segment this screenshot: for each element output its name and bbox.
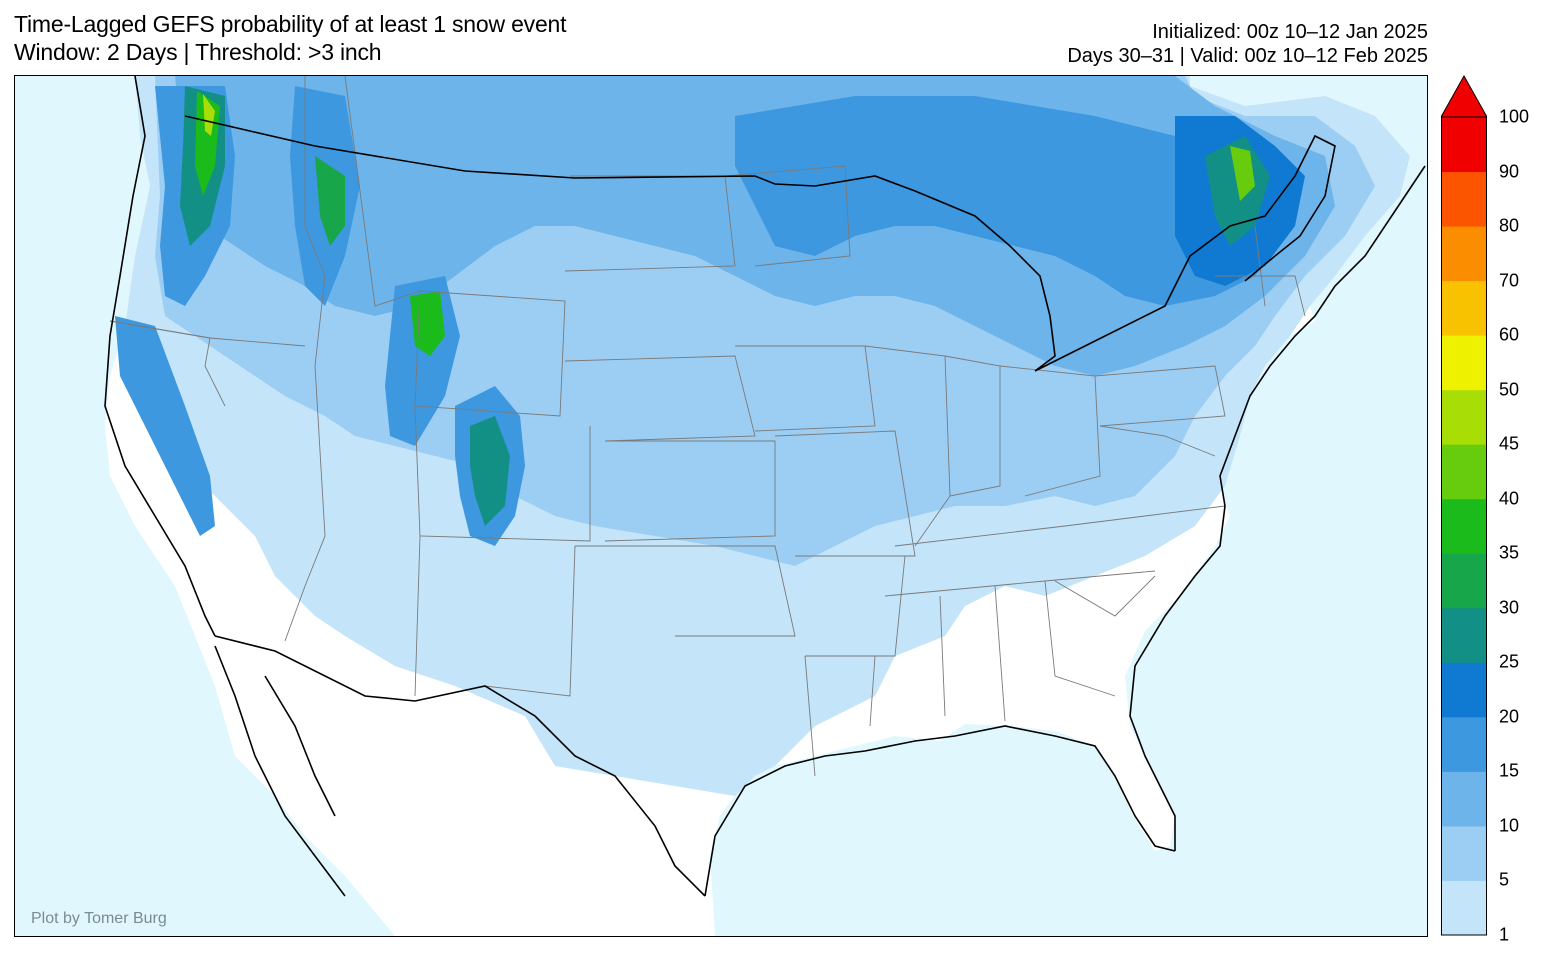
- colorbar-tick-label: 50: [1499, 379, 1520, 400]
- boundary-pennsylvania: [1094, 365, 1226, 427]
- title-block: Time-Lagged GEFS probability of at least…: [14, 10, 567, 66]
- boundary-wyoming: [414, 290, 566, 417]
- shade-15pct-sierra: [115, 316, 215, 536]
- colorbar-segment: [1441, 117, 1487, 173]
- title-line-2: Window: 2 Days | Threshold: >3 inch: [14, 39, 382, 65]
- colorbar-segment: [1441, 498, 1487, 554]
- us-canada-border: [184, 115, 1336, 372]
- shade-15pct: [735, 96, 1285, 306]
- colorbar-tick-label: 30: [1499, 597, 1520, 618]
- coastline-baja: [214, 645, 346, 897]
- colorbar-tick-label: 40: [1499, 488, 1520, 509]
- probability-shading: [115, 76, 1410, 796]
- boundary-georgia: [1044, 580, 1116, 697]
- boundary-texas-louisiana: [804, 655, 876, 777]
- boundary-newmexico: [484, 545, 576, 697]
- colorbar-segment: [1441, 662, 1487, 718]
- colorbar-extend-arrow: [1440, 74, 1488, 118]
- colorbar-tick-label: 10: [1499, 815, 1520, 836]
- state-boundaries: [109, 76, 1306, 777]
- shade-30pct-idaho: [315, 156, 345, 246]
- colorbar-segment: [1441, 771, 1487, 827]
- boundary-arizona-newmexico: [414, 535, 421, 697]
- colorbar-tick-label: 35: [1499, 542, 1520, 563]
- coastline-west: [104, 76, 216, 637]
- boundary-newengland: [1215, 225, 1306, 317]
- boundary-oregon-california: [109, 320, 226, 407]
- boundary-indiana: [944, 355, 1001, 497]
- title-line-1: Time-Lagged GEFS probability of at least…: [14, 11, 567, 37]
- run-info: Initialized: 00z 10–12 Jan 2025 Days 30–…: [1067, 20, 1428, 68]
- map-panel: Plot by Tomer Burg: [14, 75, 1428, 937]
- colorbar-segment: [1441, 825, 1487, 881]
- initialized-text: Initialized: 00z 10–12 Jan 2025: [1152, 21, 1428, 43]
- colorbar-segment: [1441, 553, 1487, 609]
- colorbar-tick-label: 70: [1499, 270, 1520, 291]
- colorbar-svg: [1440, 74, 1488, 936]
- us-mexico-border: [214, 635, 706, 897]
- boundary-ohio: [999, 365, 1101, 497]
- colorbar-segment: [1441, 280, 1487, 336]
- colorbar-segment: [1441, 389, 1487, 445]
- boundary-arkansas: [795, 555, 906, 657]
- shade-35pct-maine: [1230, 146, 1255, 201]
- valid-text: Days 30–31 | Valid: 00z 10–12 Feb 2025: [1067, 45, 1428, 67]
- boundary-illinois: [864, 345, 951, 547]
- shade-35pct-wyoming: [410, 291, 445, 356]
- colorbar-segment: [1441, 226, 1487, 282]
- colorbar-tick-label: 15: [1499, 760, 1520, 781]
- boundary-kentucky-tennessee: [894, 505, 1226, 547]
- coastline-east: [1129, 165, 1426, 851]
- colorbar-segment: [1441, 607, 1487, 663]
- boundary-idaho-west: [304, 76, 326, 367]
- boundary-nevada-utah: [284, 365, 326, 642]
- boundary-mississippi-alabama: [939, 585, 1006, 722]
- plot-credit: Plot by Tomer Burg: [31, 910, 167, 927]
- colorbar-tick-label: 20: [1499, 706, 1520, 727]
- boundary-nebraska: [564, 355, 756, 442]
- boundary-carolinas: [1054, 575, 1156, 617]
- shade-25pct-rockies: [470, 416, 510, 526]
- boundary-utah-colorado: [414, 405, 591, 542]
- colorbar-tick-label: 5: [1499, 869, 1510, 890]
- boundary-iowa: [735, 345, 876, 432]
- colorbar-tick-label: 80: [1499, 215, 1520, 236]
- colorbar-tick-label: 60: [1499, 324, 1520, 345]
- colorbar-tick-label: 25: [1499, 651, 1520, 672]
- boundary-virginia: [1099, 425, 1216, 457]
- colorbar: [1440, 74, 1488, 937]
- colorbar-tick-label: 45: [1499, 433, 1520, 454]
- colorbar-tick-label: 90: [1499, 161, 1520, 182]
- boundary-kansas: [604, 440, 776, 542]
- boundary-oklahoma: [575, 545, 796, 637]
- boundary-minnesota: [724, 165, 851, 267]
- shade-45pct-cascades: [203, 94, 215, 136]
- boundary-dakotas: [564, 175, 736, 272]
- map-canvas: [15, 76, 1427, 936]
- colorbar-segment: [1441, 335, 1487, 391]
- colorbar-segment: [1441, 880, 1487, 936]
- national-borders: [104, 76, 1426, 897]
- coastline-gulf: [704, 725, 1176, 897]
- colorbar-frame: [1441, 116, 1487, 936]
- colorbar-tick-label: 100: [1499, 106, 1530, 127]
- colorbar-segment: [1441, 171, 1487, 227]
- colorbar-segment: [1441, 716, 1487, 772]
- colorbar-tick-label: 1: [1499, 924, 1510, 945]
- colorbar-segment: [1441, 444, 1487, 500]
